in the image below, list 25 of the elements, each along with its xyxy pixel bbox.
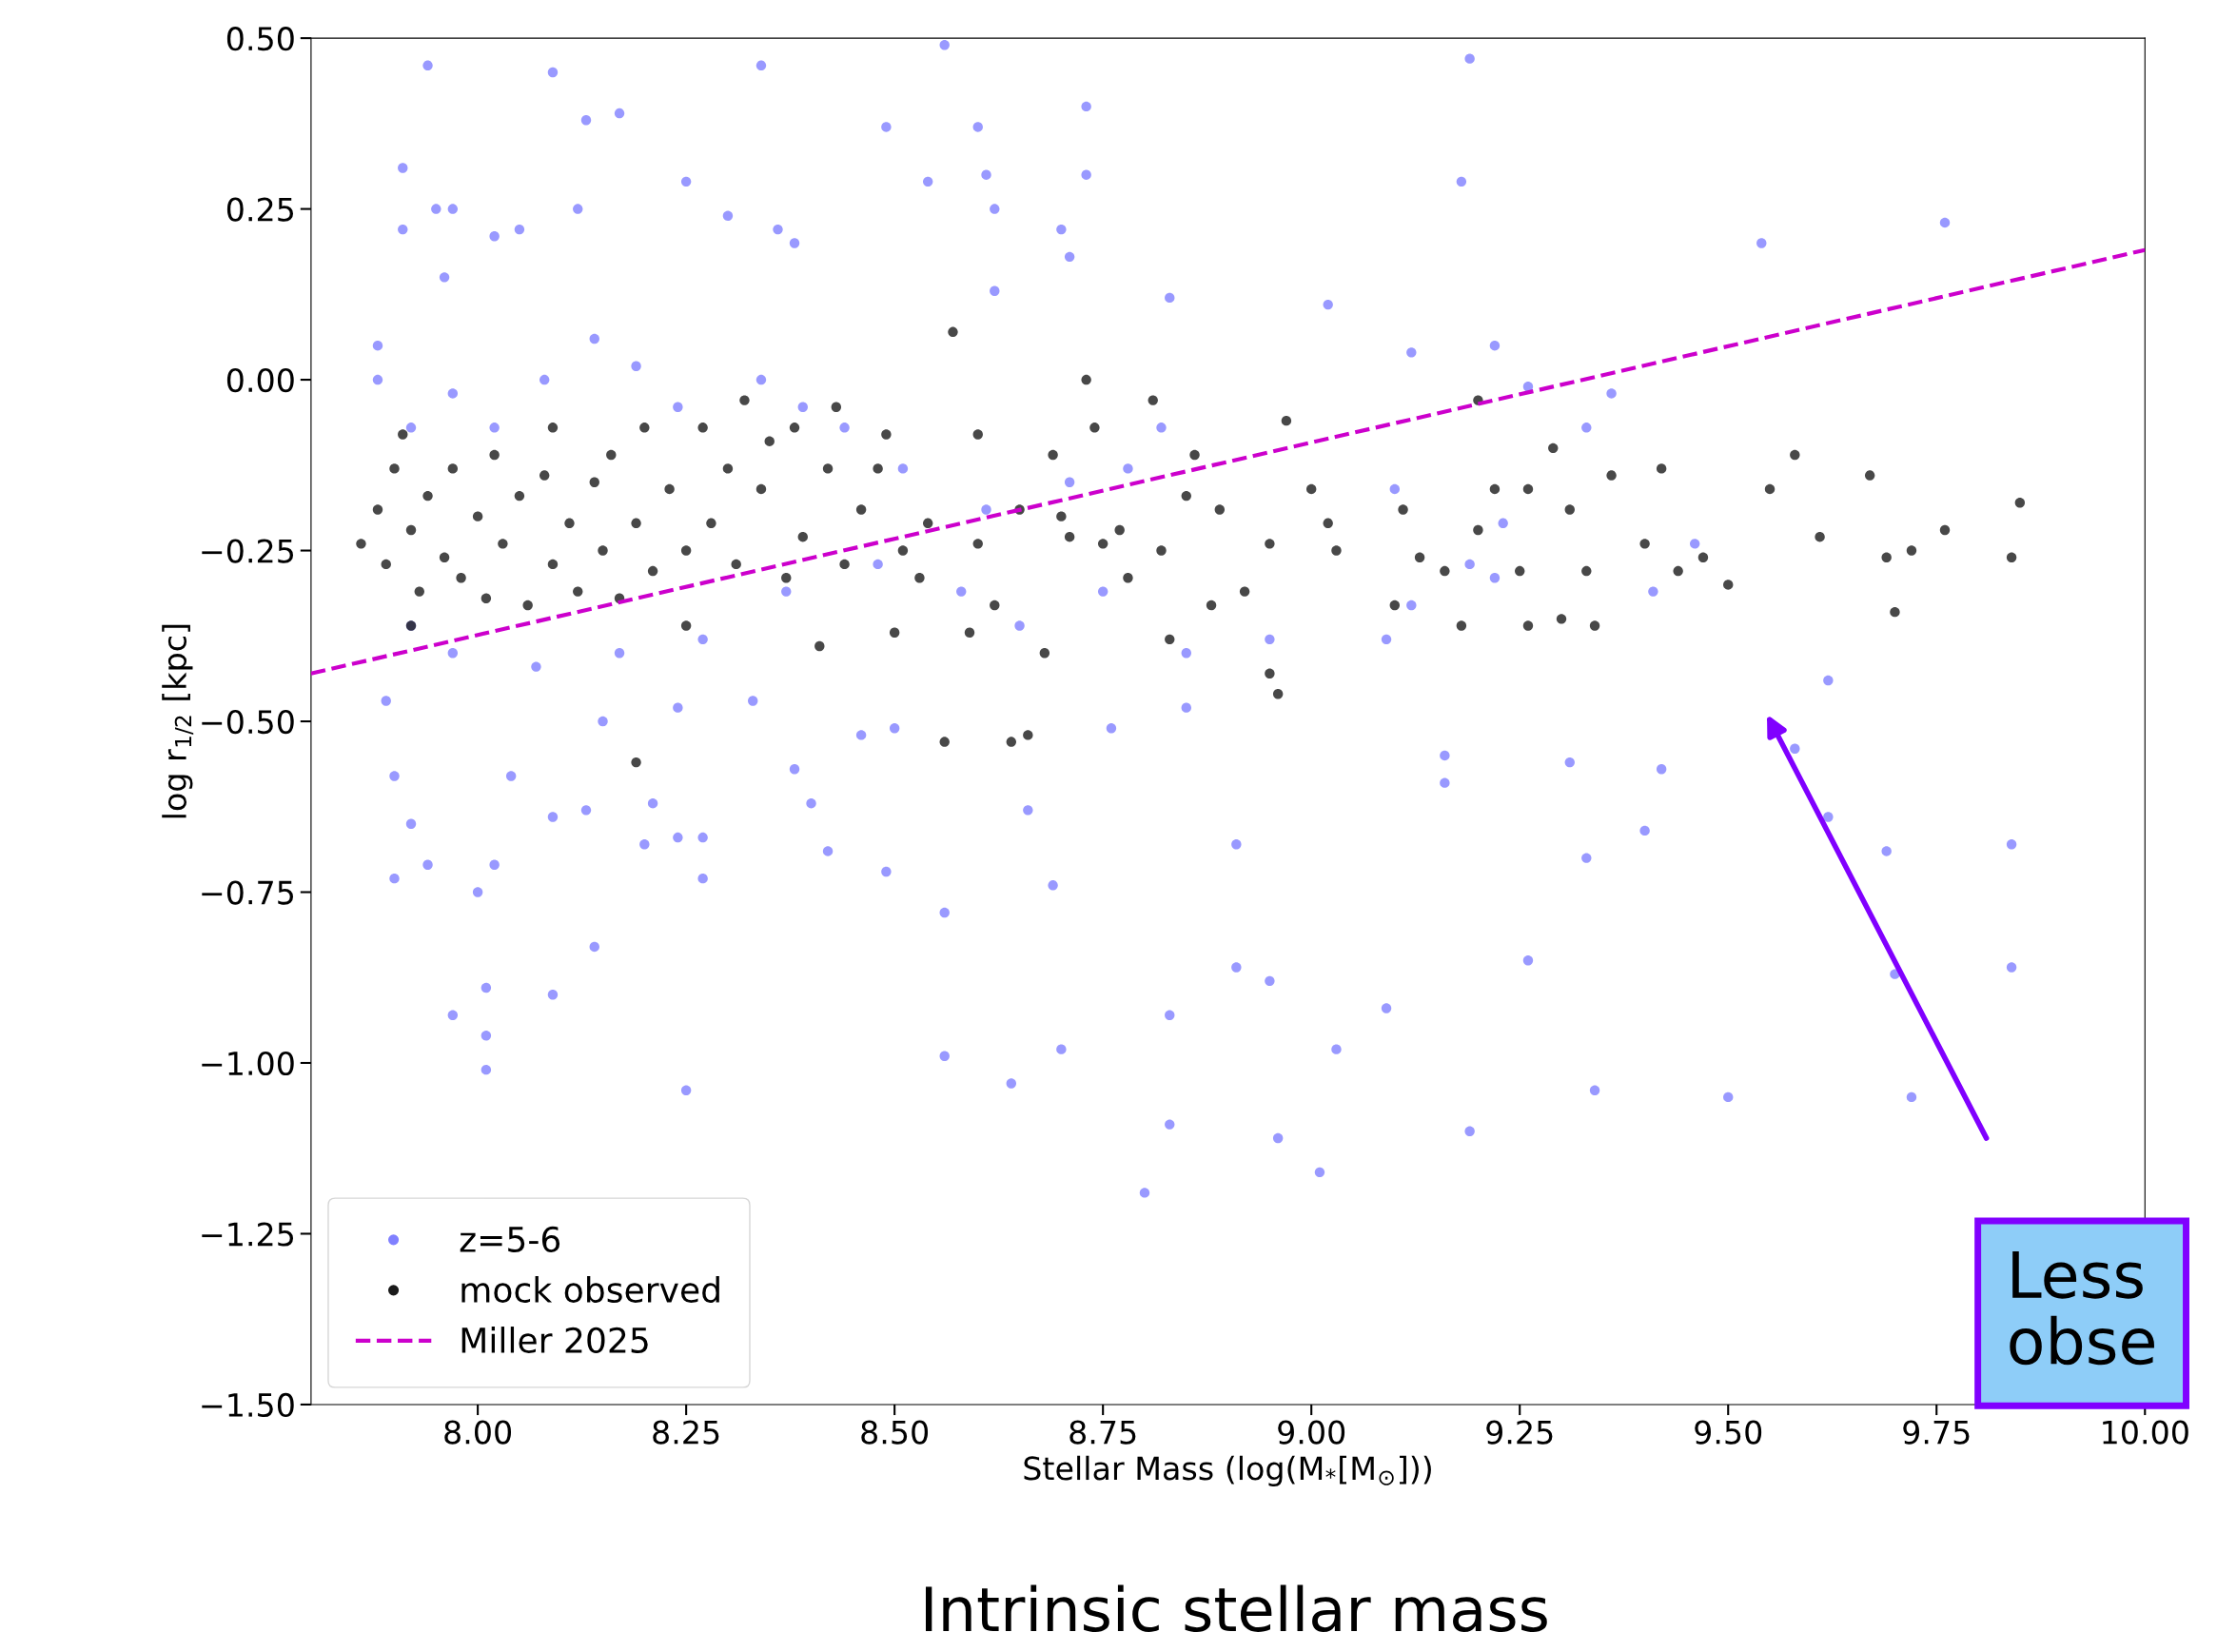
x-tick-label: 9.00: [1278, 1420, 1345, 1445]
text: Intrinsic stellar mass: [926, 1584, 1547, 1632]
x-tick-label: 9.75: [1903, 1420, 1970, 1445]
y-tick-label: 0.25: [226, 197, 294, 222]
x-tick-label: 8.75: [1069, 1420, 1136, 1445]
legend-label: mock observed: [461, 1276, 719, 1303]
y-tick-label: −0.50: [202, 709, 294, 735]
y-tick-label: −1.50: [202, 1392, 294, 1418]
y-axis-title: log r$_{1/2}$ [kpc]: [162, 624, 194, 818]
annotation: Less obse: [2010, 1251, 2154, 1366]
y-tick-label: −1.25: [202, 1222, 294, 1247]
x-tick-label: 8.50: [861, 1420, 929, 1445]
y-tick-label: 0.00: [226, 367, 294, 393]
x-tick-label: 10.00: [2103, 1420, 2188, 1445]
legend-label: Miller 2025: [461, 1327, 648, 1354]
y-tick-label: −0.25: [202, 539, 294, 563]
x-tick-label: 8.00: [444, 1420, 512, 1445]
x-tick-label: 9.25: [1486, 1420, 1553, 1445]
x-axis-title: Stellar Mass (log(M$_{*}$[M$_{⊙}$])): [1024, 1455, 1431, 1486]
x-tick-label: 8.25: [653, 1420, 719, 1445]
legend-label: z=5-6: [460, 1226, 560, 1252]
y-tick-label: −0.75: [202, 880, 294, 905]
y-tick-label: 0.50: [226, 27, 294, 51]
y-tick-label: −1.00: [202, 1051, 294, 1076]
x-tick-label: 9.50: [1695, 1420, 1762, 1445]
